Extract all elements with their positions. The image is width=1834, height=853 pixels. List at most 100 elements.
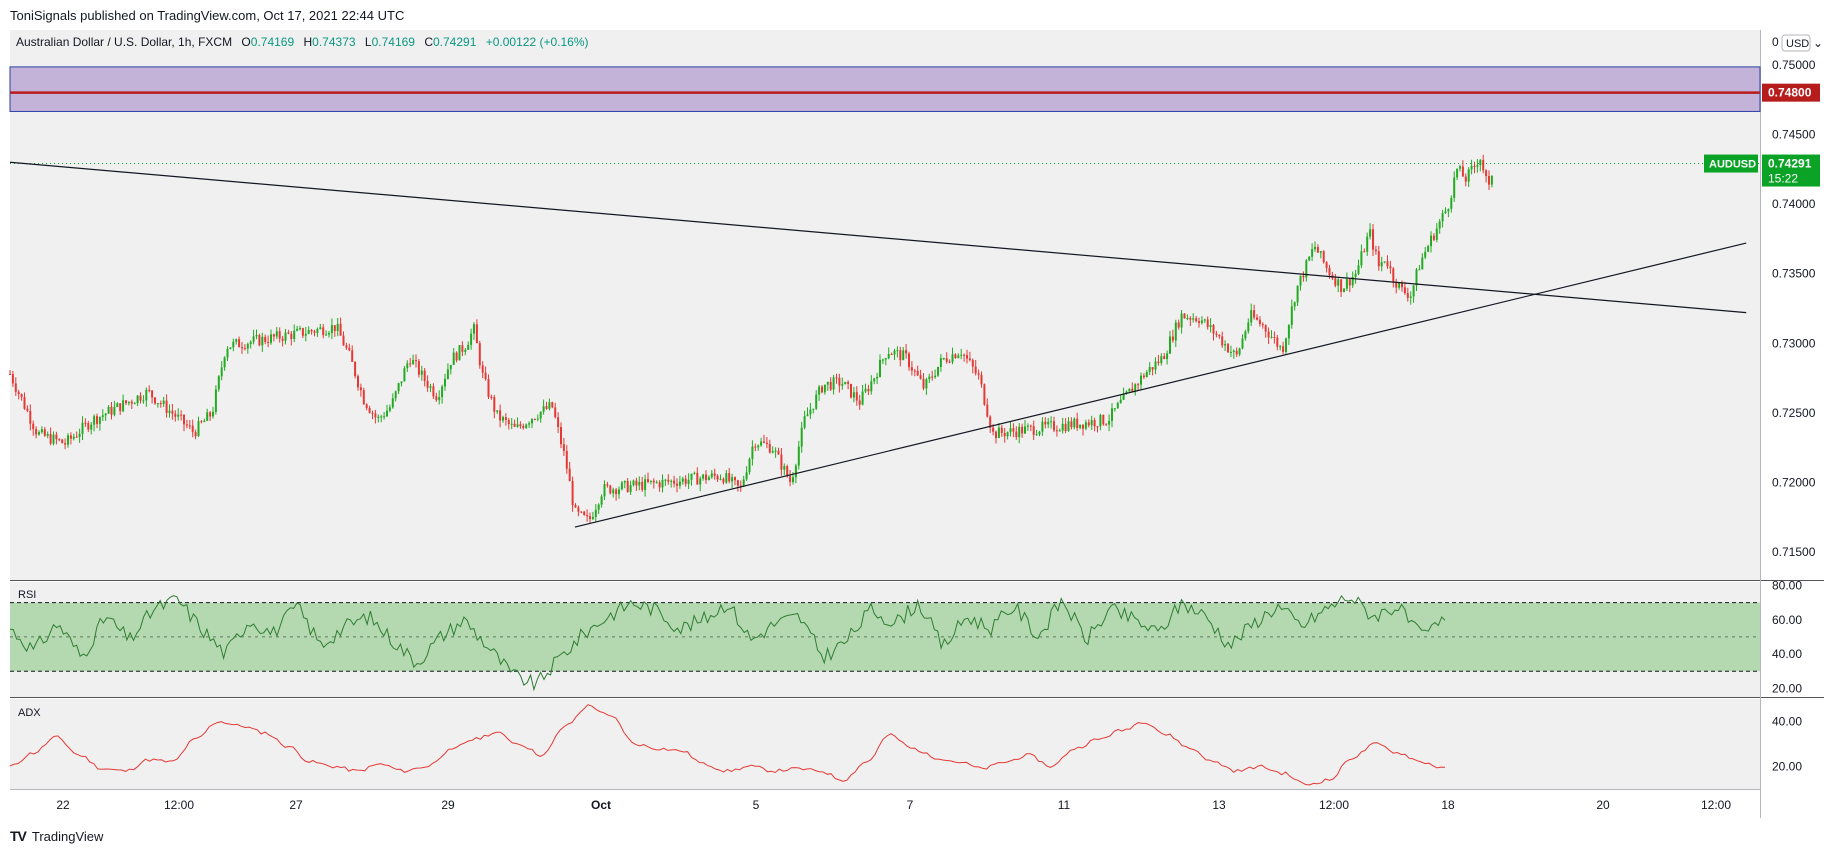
candle-body	[388, 407, 391, 411]
currency-button[interactable]	[1781, 34, 1811, 52]
candle	[200, 420, 203, 424]
candle	[1044, 417, 1047, 429]
candle	[435, 392, 438, 402]
candle	[710, 469, 713, 479]
candle	[32, 420, 35, 436]
candle	[1432, 233, 1435, 242]
candle	[1412, 284, 1415, 303]
candle	[270, 329, 272, 345]
candle	[864, 383, 867, 394]
candle	[322, 323, 325, 339]
candle-body	[1102, 414, 1105, 425]
candle-body	[1119, 399, 1122, 403]
candle-body	[1180, 313, 1183, 328]
candle-body	[1383, 261, 1386, 263]
candle	[154, 397, 156, 405]
candle-body	[739, 485, 742, 487]
candle-body	[1363, 251, 1366, 253]
candle	[1363, 248, 1366, 253]
candle	[316, 327, 319, 337]
candle-body	[458, 345, 461, 361]
candle-body	[272, 334, 275, 337]
candle-body	[125, 400, 127, 404]
candle	[293, 324, 296, 343]
candle-body	[1490, 175, 1493, 185]
candle	[1163, 353, 1166, 360]
candle-body	[1488, 176, 1490, 185]
candle	[806, 407, 809, 417]
candle-body	[664, 479, 667, 481]
candle	[1421, 253, 1424, 270]
candle	[554, 402, 557, 419]
candle-body	[942, 358, 945, 360]
candle-body	[1044, 421, 1047, 425]
candle-body	[1305, 260, 1308, 278]
candle	[519, 421, 522, 429]
candle-body	[525, 424, 528, 428]
candle-body	[925, 379, 928, 389]
candle-body	[481, 365, 484, 373]
candle-body	[1163, 356, 1166, 360]
candle	[705, 470, 707, 484]
candle	[716, 474, 719, 482]
candle-body	[1470, 165, 1473, 170]
candle	[330, 318, 333, 340]
candle-body	[67, 435, 69, 445]
price-axis-tick: 0.72500	[1772, 406, 1816, 420]
candle	[1464, 173, 1467, 187]
candle	[1192, 313, 1195, 323]
candle-body	[603, 484, 606, 497]
candle-body	[881, 359, 884, 361]
candle-body	[342, 335, 345, 346]
candle	[104, 412, 107, 421]
candle-body	[1200, 320, 1203, 323]
candle	[223, 356, 226, 371]
candle-body	[1137, 384, 1140, 386]
candle	[84, 418, 87, 427]
candle-body	[861, 391, 864, 405]
candle-body	[742, 479, 745, 486]
candle-body	[1348, 279, 1351, 286]
candle-body	[159, 403, 162, 405]
candle-body	[1009, 428, 1012, 433]
candle-body	[1082, 424, 1084, 429]
candle	[90, 421, 93, 435]
candle	[1398, 282, 1401, 290]
candle	[531, 418, 533, 429]
candle	[797, 440, 800, 470]
adx-pane-label[interactable]: ADX	[18, 707, 41, 719]
candle-body	[258, 335, 261, 346]
candle	[658, 480, 661, 492]
candle-body	[1273, 336, 1276, 338]
candle	[1482, 154, 1485, 174]
candle	[742, 475, 745, 488]
chart-canvas[interactable]: 0.75000 0.74500 0.74000 0.73500 0.73000 0.725…	[0, 30, 1834, 823]
candle	[983, 383, 986, 406]
candle-body	[264, 336, 267, 342]
candle-body	[1032, 426, 1035, 435]
candle-body	[887, 354, 890, 359]
candle	[728, 468, 731, 484]
candle-body	[574, 504, 577, 508]
chart-legend[interactable]: Australian Dollar / U.S. Dollar, 1h, FXC…	[16, 35, 588, 49]
candle	[14, 377, 17, 396]
candle	[879, 354, 881, 378]
candle	[1145, 369, 1148, 378]
candle-body	[64, 443, 67, 445]
candle-body	[995, 431, 997, 439]
candle-body	[519, 424, 522, 427]
candle-body	[589, 516, 591, 519]
candle	[841, 377, 844, 390]
candle-body	[119, 403, 122, 412]
candle-body	[1406, 293, 1409, 298]
candle	[499, 404, 502, 428]
currency-dropdown-icon[interactable]: ⌄	[1813, 36, 1823, 50]
candle	[571, 476, 574, 512]
candle	[1047, 417, 1050, 429]
candle	[417, 358, 420, 378]
candle-body	[531, 418, 533, 424]
candle-body	[441, 386, 444, 398]
candle	[702, 473, 705, 481]
candle-body	[223, 357, 226, 368]
rsi-pane-label[interactable]: RSI	[18, 589, 36, 601]
